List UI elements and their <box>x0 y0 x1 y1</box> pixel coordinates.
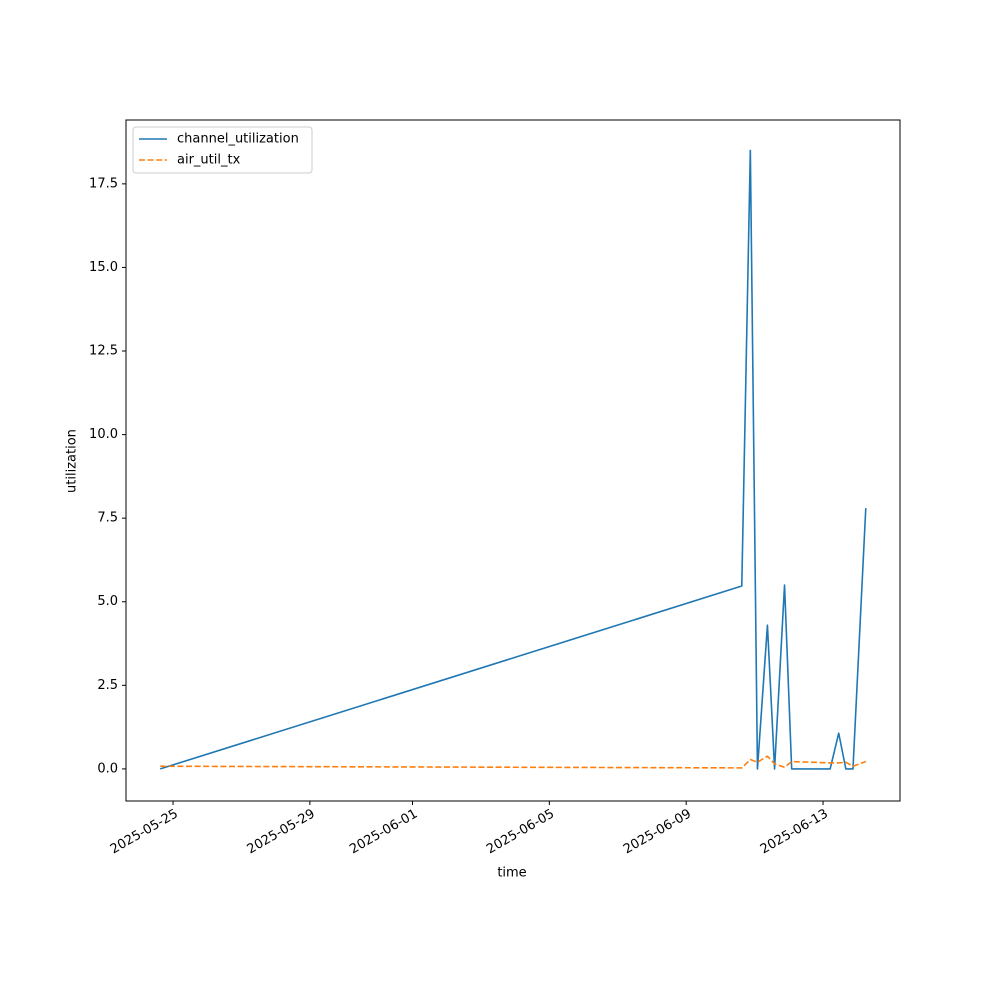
y-tick-label: 12.5 <box>89 344 118 359</box>
y-tick-label: 2.5 <box>97 678 118 693</box>
y-tick-label: 5.0 <box>97 594 118 609</box>
y-tick-label: 10.0 <box>89 427 118 442</box>
y-axis-label: utilization <box>65 429 80 493</box>
y-tick-label: 7.5 <box>97 511 118 526</box>
legend-label: air_util_tx <box>177 153 241 168</box>
y-tick-label: 15.0 <box>89 260 118 275</box>
legend: channel_utilization air_util_tx <box>132 126 313 174</box>
series-line <box>159 149 867 770</box>
x-axis-label: time <box>497 866 526 881</box>
plot-frame <box>125 119 901 802</box>
y-tick-label: 0.0 <box>97 761 118 776</box>
y-tick-label: 17.5 <box>89 176 118 191</box>
series-line <box>160 755 867 769</box>
legend-box <box>132 126 313 174</box>
legend-label: channel_utilization <box>177 132 299 147</box>
